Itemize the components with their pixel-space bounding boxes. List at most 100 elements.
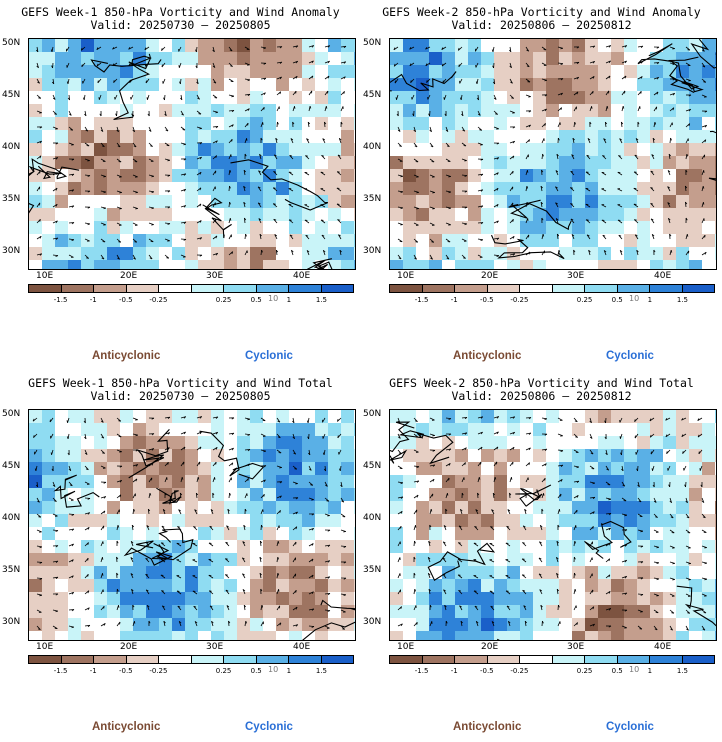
vorticity-cell [276, 423, 290, 437]
vorticity-cell [416, 488, 430, 502]
wind-arrowhead [670, 250, 673, 253]
wind-arrow [490, 526, 495, 531]
vorticity-cell [302, 514, 316, 528]
wind-arrowhead [259, 572, 262, 576]
wind-arrowhead [525, 492, 528, 496]
wind-arrowhead [295, 590, 297, 593]
vorticity-cell [328, 130, 342, 144]
vorticity-cell [494, 605, 508, 619]
vorticity-cell [302, 78, 316, 92]
colorbar-tick: 0.25 [215, 296, 232, 304]
vorticity-cell [185, 501, 199, 515]
wind-arrow [701, 497, 705, 503]
vorticity-cell [442, 423, 456, 437]
vorticity-cell [559, 462, 573, 476]
wind-arrow [276, 573, 279, 579]
vorticity-cell [507, 605, 521, 619]
wind-arrow [701, 251, 707, 256]
wind-arrowhead [496, 157, 500, 160]
wind-arrow [649, 417, 655, 422]
vorticity-cell [429, 65, 443, 79]
vorticity-cell [468, 78, 482, 92]
colorbar-swatch [455, 656, 488, 663]
wind-arrowhead [496, 446, 499, 450]
vorticity-cell [507, 631, 521, 640]
vorticity-cell [198, 104, 212, 118]
wind-arrow [667, 465, 671, 471]
wind-arrow [308, 558, 314, 563]
wind-arrowhead [130, 573, 134, 576]
wind-arrow [292, 541, 297, 547]
vorticity-cell [416, 52, 430, 66]
vorticity-cell [29, 631, 43, 640]
wind-arrowhead [36, 65, 39, 69]
wind-arrowhead [195, 492, 199, 496]
wind-arrowhead [686, 153, 689, 157]
wind-arrowhead [650, 187, 654, 189]
vorticity-cell [676, 488, 690, 502]
vorticity-cell [81, 260, 95, 269]
wind-arrowhead [400, 191, 404, 193]
wind-arrowhead [458, 525, 462, 528]
vorticity-cell [263, 247, 277, 261]
wind-arrowhead [39, 594, 42, 597]
vorticity-cell [676, 169, 690, 183]
wind-arrow [525, 234, 530, 240]
vorticity-cell [637, 260, 651, 269]
vorticity-cell [429, 553, 443, 567]
vorticity-cell [29, 65, 43, 79]
vorticity-cell [650, 592, 664, 606]
vorticity-cell [289, 156, 303, 170]
vorticity-cell [276, 527, 290, 541]
vorticity-cell [481, 156, 495, 170]
wind-arrow [228, 432, 234, 435]
vorticity-cell [354, 605, 355, 619]
wind-arrowhead [560, 464, 564, 468]
vorticity-cell [133, 553, 147, 567]
wind-arrowhead [279, 76, 282, 80]
wind-arrowhead [574, 572, 576, 576]
vorticity-cell [237, 436, 251, 450]
vorticity-cell [520, 91, 534, 105]
vorticity-cell [702, 410, 716, 424]
wind-arrow [147, 509, 150, 515]
vorticity-cell [328, 182, 342, 196]
wind-arrowhead [339, 468, 341, 472]
vorticity-cell [81, 618, 95, 632]
vorticity-cell [585, 514, 599, 528]
vorticity-cell [211, 65, 225, 79]
wind-arrow [196, 461, 201, 467]
wind-arrowhead [400, 175, 403, 178]
vorticity-cell [107, 631, 121, 640]
vorticity-cell [107, 91, 121, 105]
wind-arrowhead [460, 509, 463, 512]
vorticity-cell [598, 156, 612, 170]
vorticity-cell [224, 247, 238, 261]
wind-arrowhead [506, 525, 510, 528]
vorticity-cell [403, 579, 417, 593]
vorticity-cell [455, 208, 469, 222]
vorticity-cell [637, 631, 651, 640]
wind-arrowhead [310, 484, 313, 486]
vorticity-cell [663, 579, 677, 593]
wind-arrowhead [651, 468, 653, 471]
vorticity-cell [559, 423, 573, 437]
vorticity-cell [185, 143, 199, 157]
vorticity-cell [507, 618, 521, 632]
vorticity-cell [68, 130, 82, 144]
vorticity-cell [416, 553, 430, 567]
vorticity-cell [572, 423, 586, 437]
vorticity-cell [354, 436, 355, 450]
vorticity-cell [572, 579, 586, 593]
vorticity-cell [416, 605, 430, 619]
wind-arrowhead [229, 169, 232, 173]
vorticity-cell [715, 52, 716, 66]
vorticity-cell [263, 540, 277, 554]
wind-arrow [413, 494, 419, 499]
vorticity-cell [341, 579, 355, 593]
vorticity-cell [520, 540, 534, 554]
vorticity-cell [354, 631, 355, 640]
vorticity-cell [159, 169, 173, 183]
wind-arrowhead [685, 217, 688, 221]
vorticity-cell [390, 221, 404, 235]
